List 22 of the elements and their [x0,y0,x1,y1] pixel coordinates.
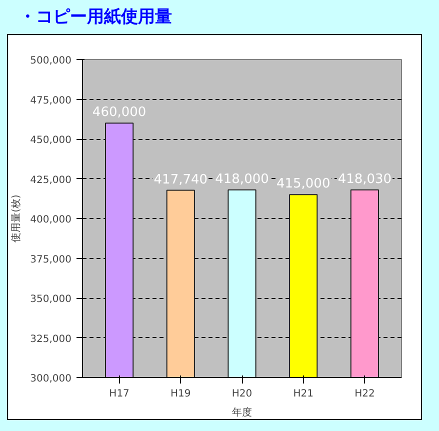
y-tick-label: 400,000 [30,214,72,226]
data-label: 418,000 [215,172,269,187]
x-tick-label: H19 [170,388,191,400]
y-tick-label: 300,000 [30,374,72,384]
data-label: 415,000 [276,176,330,192]
y-tick-label: 475,000 [30,95,72,106]
y-tick-label: 375,000 [30,254,72,266]
x-tick-label: H21 [293,388,314,400]
y-axis-title: 使用量(枚) [10,194,22,242]
x-tick-label: H17 [109,388,130,400]
x-axis-title: 年度 [232,406,252,418]
x-tick-label: H20 [232,388,252,400]
data-label: 417,740 [154,172,208,188]
x-tick-label: H22 [354,388,375,400]
y-tick-label: 450,000 [30,135,72,146]
chart-title: ・コピー用紙使用量 [19,6,172,29]
data-label: 460,000 [92,105,146,120]
y-tick-label: 500,000 [30,56,72,66]
data-label: 418,030 [338,172,392,187]
y-tick-label: 325,000 [30,334,72,345]
y-tick-label: 425,000 [30,174,72,186]
y-tick-label: 350,000 [30,294,72,305]
